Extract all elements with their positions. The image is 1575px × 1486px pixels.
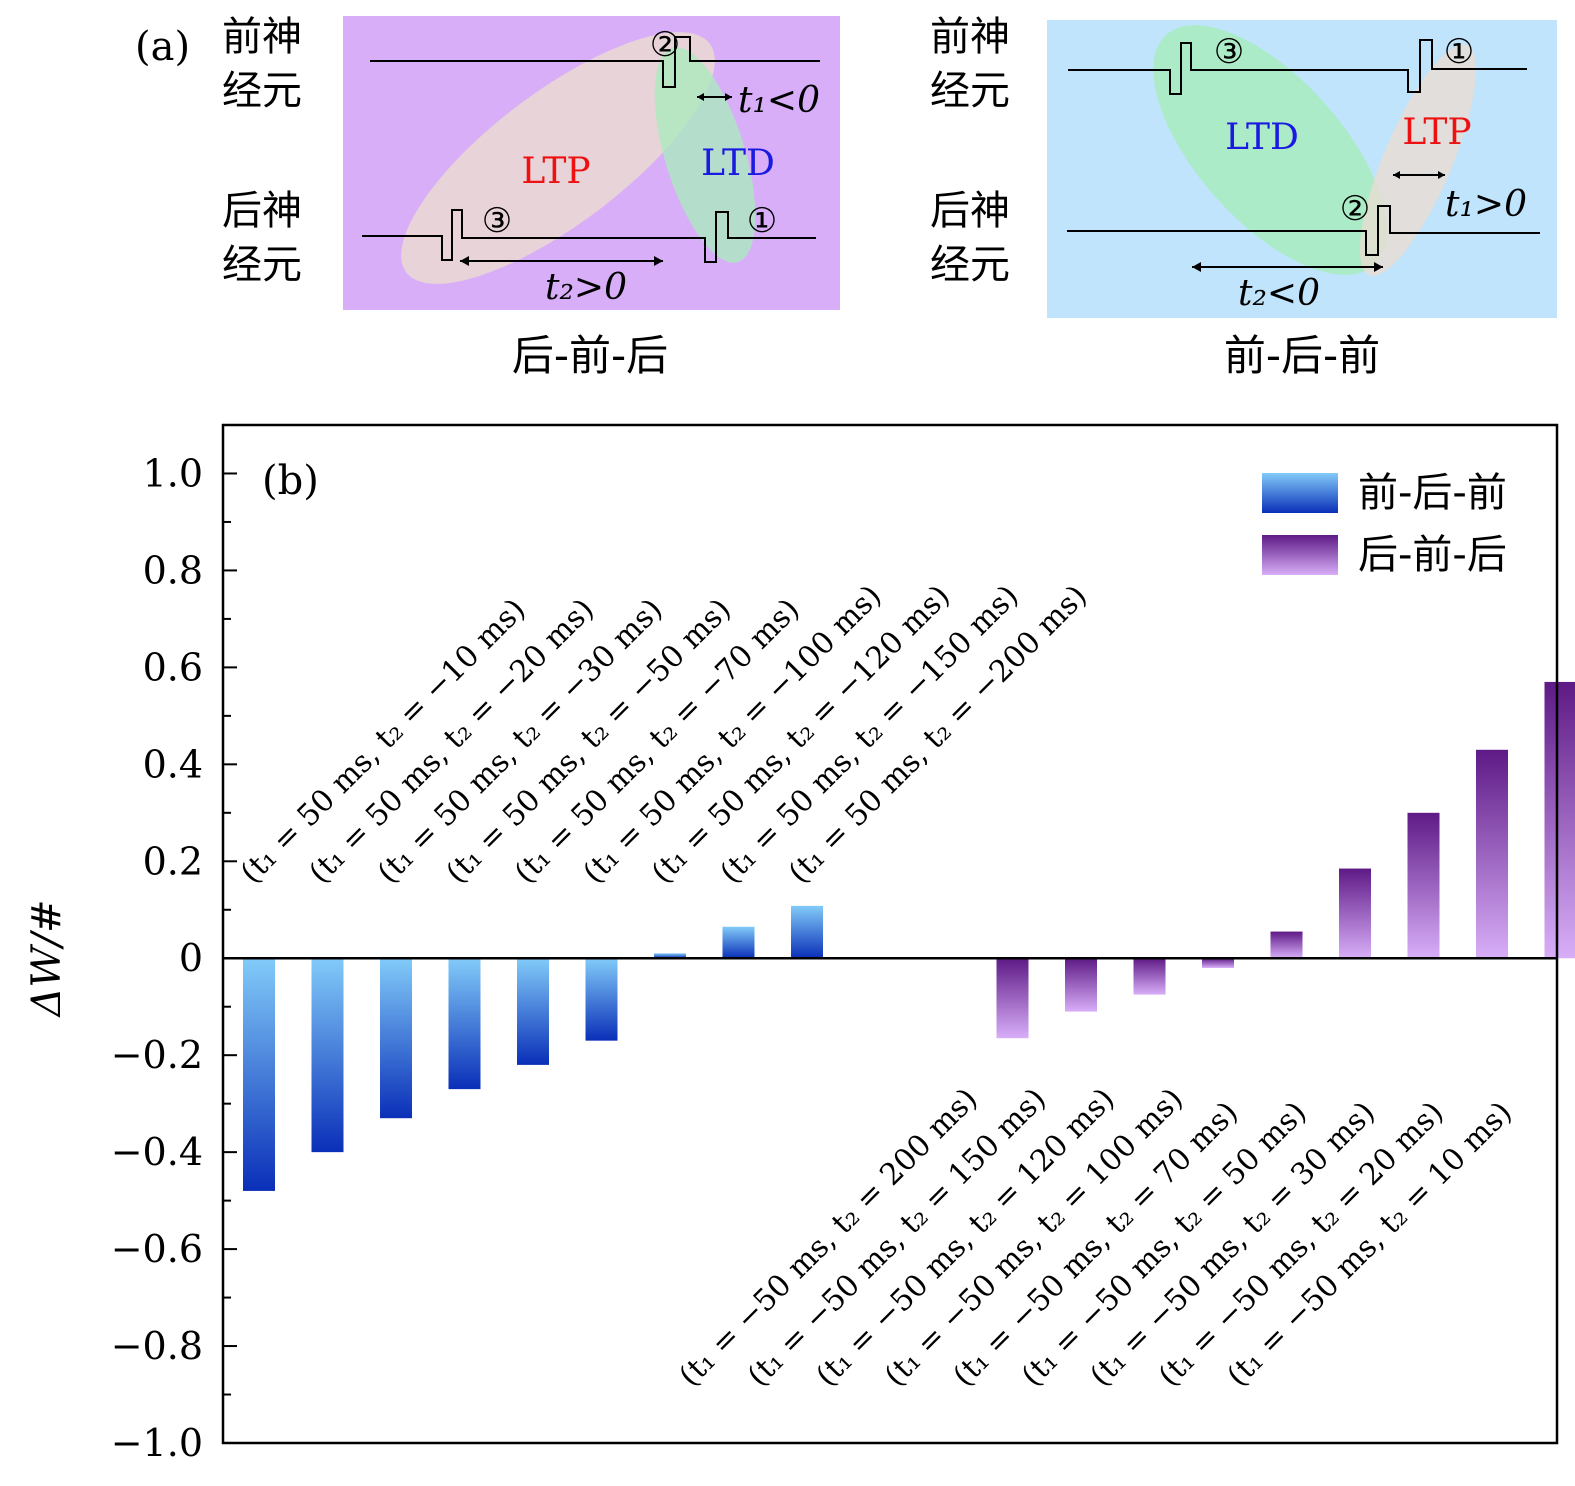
y-tick-label-1: −0.8 [111, 1324, 203, 1368]
diagram-pre-post-pre: 前神 经元 后神 经元 ③ ① ② LTD LTP t₁>0 t₂<0 [930, 14, 1557, 380]
right-marker-2: ② [1340, 189, 1370, 229]
legend-label-1: 前-后-前 [1358, 470, 1507, 516]
left-post-neuron-label-1: 后神 [222, 188, 302, 234]
bar-post-pre-post-1 [996, 958, 1029, 1039]
bars [243, 681, 1575, 1191]
right-marker-3: ③ [1214, 32, 1244, 72]
bar-pre-post-pre-7 [654, 953, 686, 959]
left-diagram-caption: 后-前-后 [512, 331, 668, 380]
right-ltd-ellipse [1153, 25, 1387, 275]
y-tick-label-0: −1.0 [111, 1421, 203, 1465]
left-ltd-ellipse [654, 47, 756, 263]
left-t2-arrow [460, 256, 663, 266]
left-post-spike-trace [362, 209, 816, 263]
y-tick-label-3: −0.4 [111, 1130, 203, 1174]
bar-pre-post-pre-6 [585, 958, 618, 1041]
y-tick-label-10: 1.0 [143, 451, 203, 495]
left-marker-3: ③ [482, 201, 512, 241]
left-marker-2: ② [650, 25, 680, 65]
left-pre-neuron-label-1: 前神 [222, 14, 302, 60]
bar-pre-post-pre-5 [517, 958, 549, 1065]
right-t1-label: t₁>0 [1445, 184, 1527, 225]
plot-frame [221, 423, 1559, 1445]
y-axis-label: ΔW/# [24, 900, 70, 1019]
right-pre-neuron-label-1: 前神 [930, 14, 1010, 60]
legend-swatch-2 [1262, 535, 1338, 575]
panel-b-chart: (t₁ = 50 ms, t₂ = −10 ms)(t₁ = 50 ms, t₂… [24, 423, 1575, 1465]
axes: −1.0 −0.8 −0.6 −0.4 −0.2 0 0.2 0.4 0.6 0.8 1.0 [111, 423, 1559, 1465]
y-tick-label-6: 0.2 [143, 839, 203, 883]
bar-post-pre-post-8 [1476, 749, 1508, 959]
y-tick-label-2: −0.6 [111, 1227, 203, 1271]
panel-a-label: (a) [135, 24, 190, 70]
legend: 前-后-前后-前-后 [1262, 470, 1507, 578]
right-t1-arrow [1393, 171, 1445, 179]
left-marker-1: ① [747, 201, 777, 241]
left-pre-neuron-label-2: 经元 [222, 68, 302, 114]
y-tick-label-8: 0.6 [143, 645, 203, 689]
left-pre-spike-trace [370, 36, 820, 88]
right-ltp-label: LTP [1402, 112, 1471, 153]
left-t1-label: t₁<0 [738, 80, 820, 121]
legend-label-2: 后-前-后 [1358, 532, 1507, 578]
right-post-neuron-label-2: 经元 [930, 242, 1010, 288]
left-ltd-label: LTD [701, 143, 775, 184]
bar-post-pre-post-3 [1133, 958, 1166, 995]
legend-swatch-1 [1262, 473, 1338, 513]
bar-pre-post-pre-3 [380, 958, 412, 1119]
bar-post-pre-post-6 [1339, 868, 1371, 959]
diagram-post-pre-post: 前神 经元 后神 经元 ② ③ ① LTP LTD t₁<0 [222, 14, 840, 380]
bar-post-pre-post-4 [1202, 958, 1234, 968]
left-t1-arrow [697, 93, 732, 101]
right-ltd-label: LTD [1225, 117, 1299, 158]
right-post-neuron-label-1: 后神 [930, 188, 1010, 234]
category-labels: (t₁ = 50 ms, t₂ = −10 ms)(t₁ = 50 ms, t₂… [234, 579, 1519, 1394]
bar-post-pre-post-7 [1407, 812, 1440, 959]
right-ltp-ellipse [1359, 44, 1477, 276]
right-marker-1: ① [1444, 32, 1474, 72]
bar-post-pre-post-5 [1270, 931, 1303, 959]
y-tick-label-9: 0.8 [143, 548, 203, 592]
left-t2-label: t₂>0 [545, 267, 627, 308]
right-t2-arrow [1192, 262, 1383, 272]
panel-b-label: (b) [262, 458, 319, 504]
bar-pre-post-pre-9 [791, 905, 823, 959]
bar-pre-post-pre-8 [722, 926, 755, 959]
left-post-neuron-label-2: 经元 [222, 242, 302, 288]
right-pre-neuron-label-2: 经元 [930, 68, 1010, 114]
left-ltp-ellipse [401, 32, 715, 284]
bar-post-pre-post-9 [1544, 681, 1575, 959]
y-tick-label-7: 0.4 [143, 742, 203, 786]
bar-post-pre-post-2 [1065, 958, 1097, 1012]
bar-pre-post-pre-4 [448, 958, 481, 1090]
right-diagram-caption: 前-后-前 [1224, 331, 1380, 380]
panel-a: (a) 前神 经元 后神 经元 ② ③ ① LTP LTD t₁<0 [135, 14, 1557, 380]
bar-pre-post-pre-2 [311, 958, 344, 1153]
right-post-spike-trace [1067, 205, 1540, 256]
right-pre-spike-trace [1068, 39, 1527, 95]
right-t2-label: t₂<0 [1238, 273, 1320, 314]
y-tick-label-4: −0.2 [111, 1033, 203, 1077]
y-tick-label-5: 0 [179, 936, 203, 980]
left-ltp-label: LTP [521, 151, 590, 192]
bar-pre-post-pre-1 [243, 958, 275, 1191]
